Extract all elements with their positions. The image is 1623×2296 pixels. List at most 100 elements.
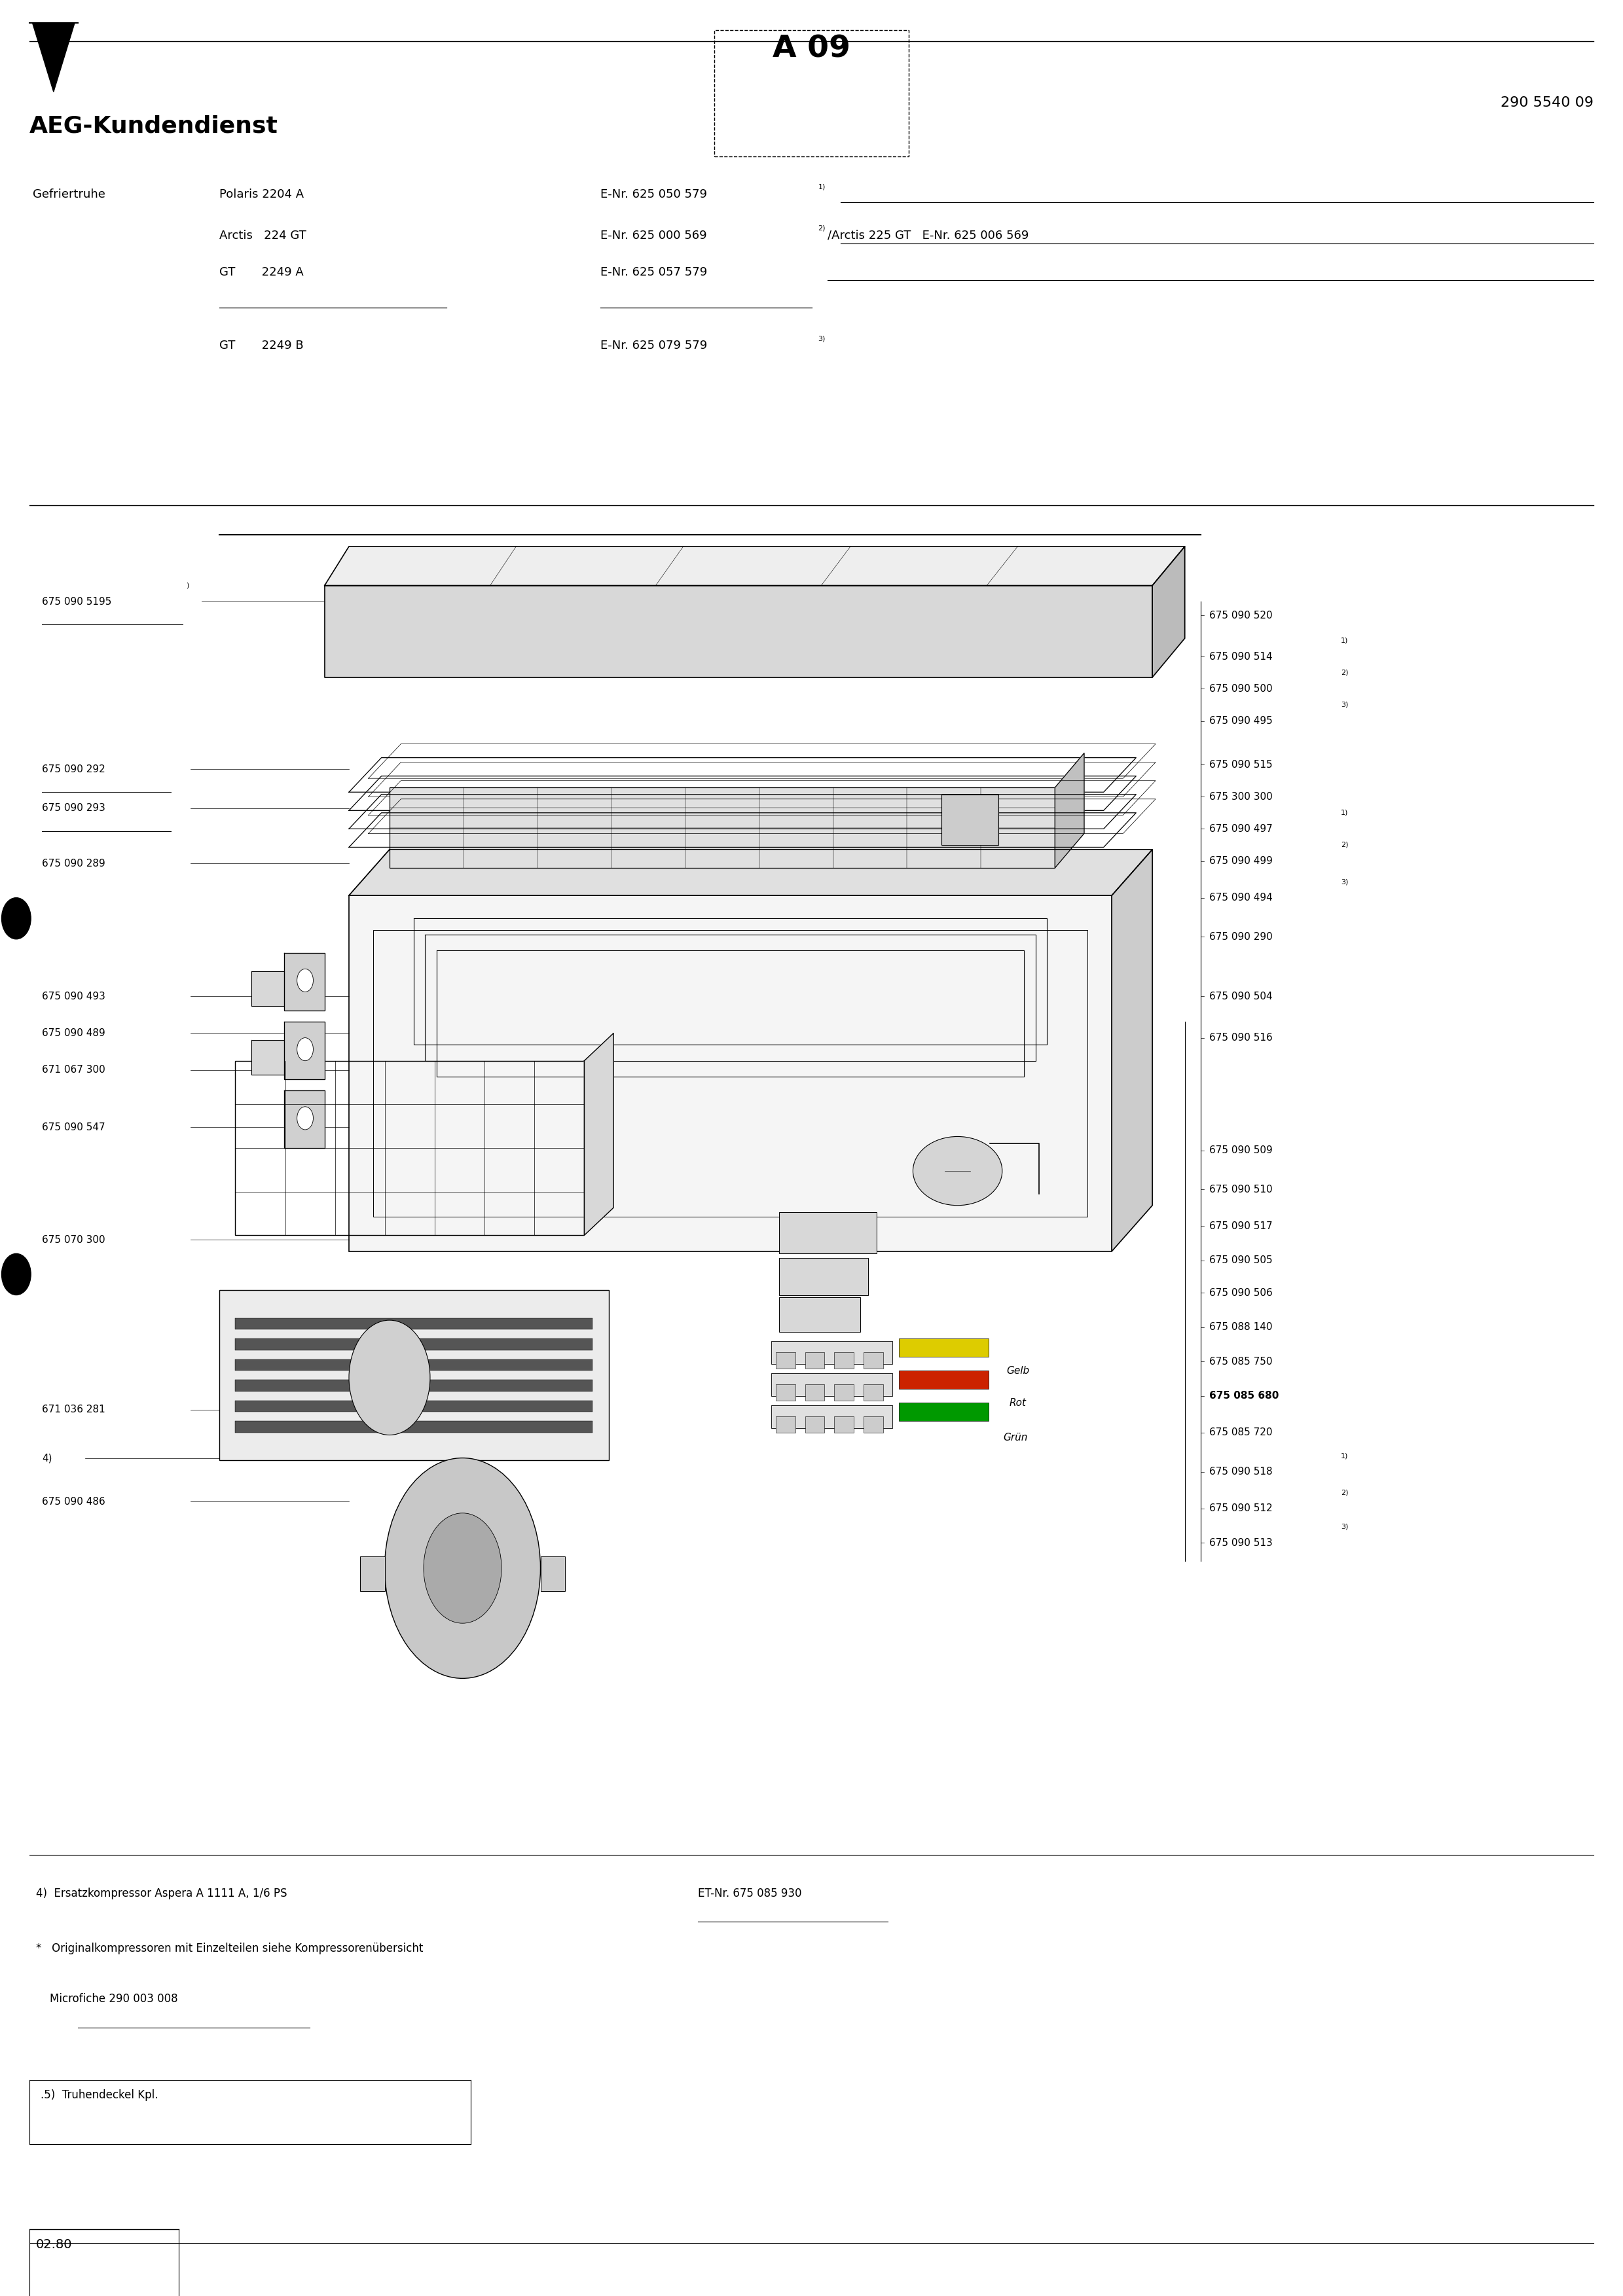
Text: 675 090 493: 675 090 493 [42, 992, 105, 1001]
Bar [540, 1557, 565, 1591]
Bar [235, 1318, 592, 1329]
Text: 1): 1) [1341, 810, 1349, 815]
Polygon shape [32, 23, 75, 92]
Text: 3): 3) [818, 335, 826, 342]
Circle shape [349, 1320, 430, 1435]
Text: 675 090 512: 675 090 512 [1209, 1504, 1272, 1513]
Polygon shape [1112, 850, 1152, 1251]
Text: 675 090 489: 675 090 489 [42, 1029, 105, 1038]
Bar [779, 1258, 868, 1295]
Text: 675 090 517: 675 090 517 [1209, 1221, 1272, 1231]
Text: E-Nr. 625 050 579: E-Nr. 625 050 579 [601, 188, 708, 200]
Text: 675 085 750: 675 085 750 [1209, 1357, 1272, 1366]
Bar [776, 1417, 795, 1433]
Bar [863, 1352, 883, 1368]
Text: E-Nr. 625 079 579: E-Nr. 625 079 579 [601, 340, 708, 351]
Text: 675 085 680: 675 085 680 [1209, 1391, 1279, 1401]
Text: 675 090 495: 675 090 495 [1209, 716, 1272, 726]
Bar [235, 1339, 592, 1350]
Text: 671 067 300: 671 067 300 [42, 1065, 105, 1075]
Bar [863, 1417, 883, 1433]
Text: Gelb: Gelb [1006, 1366, 1029, 1375]
Text: 675 090 547: 675 090 547 [42, 1123, 105, 1132]
Bar [805, 1417, 824, 1433]
Text: 675 090 509: 675 090 509 [1209, 1146, 1272, 1155]
Bar [349, 895, 1112, 1251]
Text: 675 090 486: 675 090 486 [42, 1497, 105, 1506]
Bar [390, 788, 1055, 868]
Bar [863, 1384, 883, 1401]
Bar [776, 1384, 795, 1401]
Text: 2): 2) [818, 225, 826, 232]
Polygon shape [584, 1033, 613, 1235]
Ellipse shape [912, 1137, 1001, 1205]
Bar [373, 930, 1087, 1217]
Polygon shape [325, 546, 1185, 585]
Text: 675 070 300: 675 070 300 [42, 1235, 105, 1244]
Polygon shape [252, 971, 284, 1006]
Text: Microfiche 290 003 008: Microfiche 290 003 008 [36, 1993, 177, 2004]
Text: 675 090 293: 675 090 293 [42, 804, 105, 813]
Polygon shape [252, 1040, 284, 1075]
Text: .5)  Truhendeckel Kpl.: .5) Truhendeckel Kpl. [41, 2089, 157, 2101]
Bar [941, 794, 998, 845]
Text: 675 090 494: 675 090 494 [1209, 893, 1272, 902]
Text: 1): 1) [1341, 638, 1349, 643]
Bar [219, 1290, 609, 1460]
Bar [771, 1341, 893, 1364]
Text: 675 090 513: 675 090 513 [1209, 1538, 1272, 1548]
Text: 3): 3) [1341, 879, 1349, 884]
Text: 675 085 720: 675 085 720 [1209, 1428, 1272, 1437]
Text: 675 090 499: 675 090 499 [1209, 856, 1272, 866]
Text: E-Nr. 625 000 569: E-Nr. 625 000 569 [601, 230, 708, 241]
Bar [834, 1384, 854, 1401]
Circle shape [297, 1107, 313, 1130]
Polygon shape [284, 1091, 325, 1148]
Text: GT       2249 B: GT 2249 B [219, 340, 304, 351]
Text: 2): 2) [1341, 843, 1349, 847]
Text: 2): 2) [1341, 670, 1349, 675]
Text: 675 090 506: 675 090 506 [1209, 1288, 1272, 1297]
Circle shape [385, 1458, 540, 1678]
Polygon shape [325, 585, 1152, 677]
Text: 675 090 5195: 675 090 5195 [42, 597, 112, 606]
Bar [771, 1405, 893, 1428]
Bar [779, 1212, 876, 1254]
Circle shape [297, 1038, 313, 1061]
Text: 4): 4) [42, 1453, 52, 1463]
Bar [235, 1421, 592, 1433]
Bar [805, 1352, 824, 1368]
Circle shape [297, 969, 313, 992]
Text: 675 090 516: 675 090 516 [1209, 1033, 1272, 1042]
Text: Rot: Rot [1010, 1398, 1026, 1407]
Text: /Arctis 225 GT   E-Nr. 625 006 569: /Arctis 225 GT E-Nr. 625 006 569 [828, 230, 1029, 241]
Bar [899, 1339, 988, 1357]
Text: 671 036 281: 671 036 281 [42, 1405, 105, 1414]
Text: 675 088 140: 675 088 140 [1209, 1322, 1272, 1332]
Text: ): ) [185, 583, 188, 588]
Bar [805, 1384, 824, 1401]
Text: A 09: A 09 [773, 34, 850, 64]
Text: 675 090 290: 675 090 290 [1209, 932, 1272, 941]
Text: Grün: Grün [1003, 1433, 1027, 1442]
Text: 1): 1) [818, 184, 826, 191]
Bar [235, 1061, 584, 1235]
Circle shape [424, 1513, 502, 1623]
Text: 4)  Ersatzkompressor Aspera A 1111 A, 1/6 PS: 4) Ersatzkompressor Aspera A 1111 A, 1/6… [36, 1887, 287, 1899]
Bar [834, 1417, 854, 1433]
Text: 675 090 505: 675 090 505 [1209, 1256, 1272, 1265]
Bar [899, 1403, 988, 1421]
Text: 1): 1) [1341, 1453, 1349, 1458]
Circle shape [2, 898, 31, 939]
Text: ET-Nr. 675 085 930: ET-Nr. 675 085 930 [698, 1887, 802, 1899]
Text: 675 090 510: 675 090 510 [1209, 1185, 1272, 1194]
Text: 675 090 514: 675 090 514 [1209, 652, 1272, 661]
Text: Polaris 2204 A: Polaris 2204 A [219, 188, 304, 200]
Polygon shape [1152, 546, 1185, 677]
Polygon shape [1055, 753, 1084, 868]
Text: 675 090 520: 675 090 520 [1209, 611, 1272, 620]
Text: 675 090 497: 675 090 497 [1209, 824, 1272, 833]
Text: 675 090 515: 675 090 515 [1209, 760, 1272, 769]
Bar [714, 30, 909, 156]
Text: *   Originalkompressoren mit Einzelteilen siehe Kompressorenübersicht: * Originalkompressoren mit Einzelteilen … [36, 1942, 424, 1954]
